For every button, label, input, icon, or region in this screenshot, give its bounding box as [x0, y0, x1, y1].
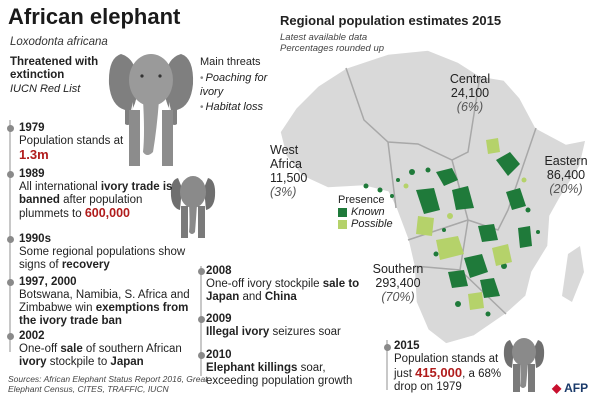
map-subtitle: Latest available data Percentages rounde…	[280, 32, 385, 54]
threat-item-habitat: • Habitat loss	[200, 101, 263, 113]
afp-logo-icon: ◆	[552, 381, 562, 395]
region-borders	[345, 67, 537, 315]
madagascar	[562, 246, 584, 302]
event-2015: 2015 Population stands at just 415,000, …	[394, 340, 502, 393]
bullet-icon: •	[200, 73, 204, 84]
timeline-dot	[198, 316, 205, 323]
timeline-line	[386, 340, 388, 390]
population-1979: 1.3m	[19, 147, 49, 162]
timeline-dot	[7, 171, 14, 178]
status-source: IUCN Red List	[10, 83, 81, 95]
population-2015: 415,000	[415, 365, 463, 380]
map-title: Regional population estimates 2015	[280, 13, 502, 28]
region-central: Central 24,100 (6%)	[449, 72, 491, 114]
afp-logo: ◆ AFP	[552, 381, 589, 395]
timeline-dot	[7, 279, 14, 286]
event-2008: 2008 One-off ivory stockpile sale to Jap…	[206, 265, 360, 303]
latin-name: Loxodonta africana	[10, 36, 108, 48]
africa-map	[279, 49, 587, 345]
region-eastern: Eastern 86,400 (20%)	[544, 154, 588, 196]
page-title: African elephant	[8, 4, 181, 29]
status-heading: Threatened with extinction	[10, 56, 99, 81]
event-1990s: 1990s Some regional populations show sig…	[19, 233, 186, 271]
legend-swatch-known	[338, 207, 347, 217]
known-presence-areas	[363, 152, 540, 317]
event-2009: 2009 Illegal ivory seizures soar	[206, 313, 341, 338]
legend-possible: Possible	[338, 218, 393, 230]
sources-note: Sources: African Elephant Status Report …	[8, 374, 208, 394]
elephant-small-icon	[170, 176, 216, 238]
event-2010: 2010 Elephant killings soar, exceeding p…	[206, 349, 353, 387]
elephant-2015-icon	[503, 338, 545, 392]
region-southern: Southern 293,400 (70%)	[372, 262, 424, 304]
event-1997-2000: 1997, 2000 Botswana, Namibia, S. Africa …	[19, 276, 190, 327]
map-legend: Presence Known Possible	[338, 194, 393, 230]
region-west-africa: West Africa 11,500 (3%)	[270, 143, 308, 199]
bullet-icon: •	[200, 102, 204, 113]
elephant-large-icon	[108, 54, 194, 166]
event-2002: 2002 One-off sale of southern African iv…	[19, 330, 182, 368]
event-1989: 1989 All international ivory trade is ba…	[19, 168, 173, 220]
possible-presence-areas	[403, 138, 527, 310]
legend-known: Known	[338, 206, 393, 218]
legend-swatch-possible	[338, 219, 347, 229]
timeline-dot	[384, 344, 391, 351]
timeline-dot	[7, 125, 14, 132]
timeline-dot	[198, 352, 205, 359]
threat-item-poaching: • Poaching for ivory	[200, 72, 268, 98]
event-1979: 1979 Population stands at 1.3m	[19, 122, 124, 162]
timeline-dot	[7, 333, 14, 340]
main-threats-heading: Main threats	[200, 56, 261, 68]
population-1989: 600,000	[84, 206, 131, 220]
timeline-dot	[7, 236, 14, 243]
timeline-dot	[198, 268, 205, 275]
